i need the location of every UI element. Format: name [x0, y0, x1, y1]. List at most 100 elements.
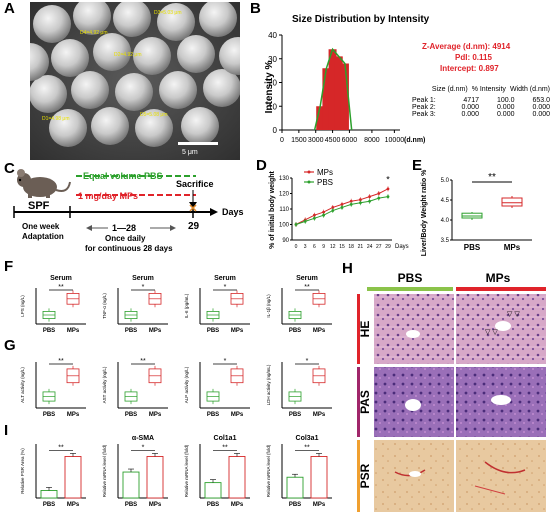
d-point [377, 197, 380, 200]
e-category: MPs [504, 243, 521, 252]
histology-panel: PBS MPs HE PAS PSR ▽ ▽ ▽ ▽ [355, 272, 550, 515]
e-category: PBS [464, 243, 481, 252]
dls-th: % Intensity [472, 86, 506, 93]
dls-table-cell: 4717 [449, 97, 479, 104]
sem-measurement: D3=5.03 μm [154, 10, 181, 16]
bar-rect [147, 456, 163, 498]
bar-sig: * [142, 444, 145, 451]
d-point [377, 192, 380, 195]
box-title: Serum [296, 275, 318, 282]
bar-category: MPs [67, 502, 80, 508]
design-range: 1—28 [112, 223, 136, 233]
design-mps: 1 mg/day MPs [78, 191, 138, 201]
box-ylabel: ALP activity (ng/L) [184, 366, 189, 403]
d-point [341, 206, 344, 209]
microsphere [30, 75, 67, 113]
svg-text:▽ ▽: ▽ ▽ [485, 329, 498, 336]
bar-category: PBS [43, 502, 55, 508]
microsphere [33, 5, 71, 43]
d-legend-marker [308, 181, 311, 184]
box-category: PBS [207, 412, 219, 418]
design-diagram: ✕ Equal volume PBS 1 mg/day MPs SPF One … [0, 160, 255, 260]
d-ytick-label: 90 [282, 238, 289, 244]
dls-table-cell: 0.000 [485, 104, 515, 111]
bar-rect [205, 483, 221, 498]
dls-panel: Size Distribution by Intensity Intensity… [262, 2, 550, 157]
d-point [368, 200, 371, 203]
dls-ytick-label: 10 [268, 102, 277, 111]
d-xtick-label: 21 [358, 244, 364, 250]
dls-table-cell: Peak 3: [412, 111, 443, 118]
panel-label-b: B [250, 0, 261, 17]
box-sig: * [224, 358, 227, 365]
design-adapt: Adaptation [22, 232, 64, 241]
d-point [304, 220, 307, 223]
e-ytick-label: 4.0 [441, 218, 450, 224]
microsphere [181, 107, 219, 145]
box-ylabel: TNF-α (ng/L) [102, 293, 107, 319]
h-row-psr: PSR [358, 463, 372, 488]
dls-ytick-label: 40 [268, 31, 277, 40]
bar-category: MPs [231, 502, 244, 508]
microsphere [159, 71, 197, 109]
microsphere [49, 109, 87, 147]
dls-ytick-label: 30 [268, 55, 277, 64]
bar-category: PBS [289, 502, 301, 508]
d-xtick-label: 12 [330, 244, 336, 250]
d-point [368, 195, 371, 198]
box-title: Serum [50, 275, 72, 282]
box-category: PBS [207, 328, 219, 334]
sem-measurement: D5=5.08 μm [140, 112, 167, 118]
bar-rect [311, 456, 327, 498]
dls-xtick-label: 0 [280, 137, 284, 144]
bar-ylabel: Relative mRNA level (fold) [184, 444, 189, 497]
d-xtick-label: 24 [367, 244, 373, 250]
box-category: MPs [67, 412, 80, 418]
dls-xtick-label: 6000 [342, 137, 358, 144]
microsphere [115, 73, 153, 111]
bar-category: MPs [149, 502, 162, 508]
e-ytick-label: 3.5 [441, 238, 450, 244]
bar-title: Col1a1 [214, 435, 237, 442]
box-sig: ** [304, 284, 310, 291]
bar-ylabel: Relative mRNA level (fold) [102, 444, 107, 497]
bar-rect [287, 477, 303, 498]
d-series-line [296, 197, 388, 225]
bar-sig: ** [58, 444, 64, 451]
box-ylabel: IL-6 (pg/mL) [184, 293, 189, 318]
dls-xlabel: (d.nm) [404, 137, 425, 144]
design-pbs: Equal volume PBS [83, 171, 163, 181]
d-sig: * [386, 175, 390, 185]
bar-rect [229, 456, 245, 498]
box-ylabel: IL-1β (ng/L) [266, 294, 271, 318]
box-category: PBS [289, 328, 301, 334]
dls-intercept: Intercept: 0.897 [440, 64, 499, 73]
d-legend-label: PBS [317, 178, 333, 187]
microsphere [157, 3, 195, 41]
sem-measurement: D4=4.92 μm [80, 30, 107, 36]
bar-rect [65, 456, 81, 498]
microsphere [91, 107, 129, 145]
box-category: PBS [125, 412, 137, 418]
d-point [350, 203, 353, 206]
d-xtick-label: 27 [376, 244, 382, 250]
dls-xtick-label: 4500 [325, 137, 341, 144]
dls-xtick-label: 10000 [385, 137, 405, 144]
microsphere [51, 39, 89, 77]
bar-sig: ** [222, 444, 228, 451]
microsphere [71, 71, 109, 109]
d-ytick-label: 110 [279, 207, 289, 213]
d-point [387, 195, 390, 198]
box-category: MPs [231, 328, 244, 334]
design-sacrifice: Sacrifice [176, 179, 214, 189]
design-panel: ✕ Equal volume PBS 1 mg/day MPs SPF One … [0, 160, 255, 260]
box-sig: * [224, 284, 227, 291]
d-ytick-label: 100 [279, 223, 290, 229]
e-ytick-label: 5.0 [441, 178, 450, 184]
e-ylabel: Liver/Body Weight ratio % [421, 169, 428, 256]
d-point [322, 214, 325, 217]
bar-title: Col3a1 [296, 435, 319, 442]
scale-bar [178, 142, 218, 145]
